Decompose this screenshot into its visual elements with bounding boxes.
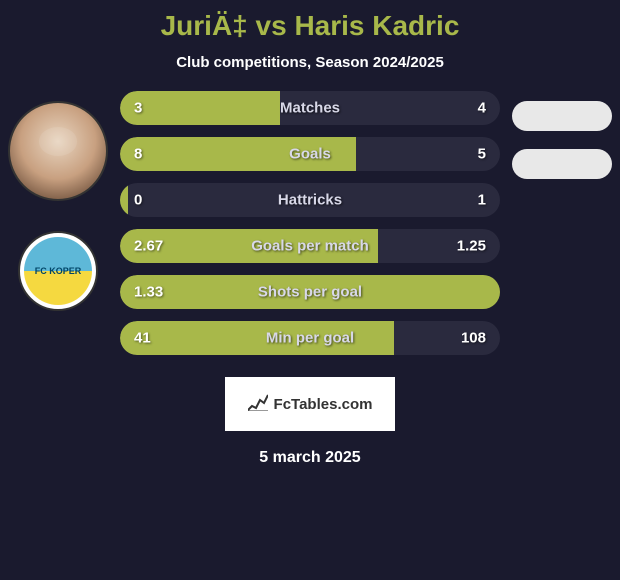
- stat-row: 3 Matches 4: [120, 91, 500, 125]
- stat-row: 41 Min per goal 108: [120, 321, 500, 355]
- stat-value-left: 2.67: [134, 238, 163, 255]
- stat-bar-track: 0 Hattricks 1: [120, 183, 500, 217]
- stat-label: Goals per match: [251, 238, 369, 255]
- stat-value-left: 41: [134, 330, 151, 347]
- stat-value-left: 0: [134, 192, 142, 209]
- right-avatars-column: [512, 91, 612, 179]
- comparison-card: JuriÄ‡ vs Haris Kadric Club competitions…: [0, 0, 620, 477]
- stat-bar-track: 1.33 Shots per goal: [120, 275, 500, 309]
- club-badge-icon: FC KOPER: [24, 237, 92, 305]
- stat-value-left: 8: [134, 146, 142, 163]
- date-line: 5 march 2025: [8, 449, 612, 467]
- left-avatars-column: FC KOPER: [8, 91, 108, 311]
- stat-value-right: 5: [478, 146, 486, 163]
- stat-row: 0 Hattricks 1: [120, 183, 500, 217]
- chart-icon: [248, 393, 268, 415]
- page-title: JuriÄ‡ vs Haris Kadric: [8, 10, 612, 42]
- stat-value-left: 1.33: [134, 284, 163, 301]
- player-1-club-badge: FC KOPER: [18, 231, 98, 311]
- stat-value-right: 4: [478, 100, 486, 117]
- stat-bar-fill: [120, 183, 128, 217]
- stat-value-left: 3: [134, 100, 142, 117]
- stat-row: 8 Goals 5: [120, 137, 500, 171]
- stat-bar-track: 3 Matches 4: [120, 91, 500, 125]
- stat-label: Matches: [280, 100, 340, 117]
- player-2-avatar-placeholder: [512, 101, 612, 131]
- player-2-club-placeholder: [512, 149, 612, 179]
- watermark-text: FcTables.com: [274, 396, 373, 413]
- stat-label: Goals: [289, 146, 331, 163]
- stat-row: 2.67 Goals per match 1.25: [120, 229, 500, 263]
- stat-label: Hattricks: [278, 192, 342, 209]
- main-area: FC KOPER 3 Matches 4 8 Goals 5 0 Hattricks 1 2.67…: [8, 91, 612, 355]
- stat-row: 1.33 Shots per goal: [120, 275, 500, 309]
- stat-bar-track: 2.67 Goals per match 1.25: [120, 229, 500, 263]
- subtitle: Club competitions, Season 2024/2025: [8, 54, 612, 71]
- player-1-avatar: [8, 101, 108, 201]
- stat-bars-column: 3 Matches 4 8 Goals 5 0 Hattricks 1 2.67 Goals per…: [120, 91, 500, 355]
- stat-bar-fill: [120, 91, 280, 125]
- stat-label: Shots per goal: [258, 284, 362, 301]
- stat-value-right: 108: [461, 330, 486, 347]
- stat-value-right: 1: [478, 192, 486, 209]
- watermark[interactable]: FcTables.com: [225, 377, 395, 431]
- stat-bar-track: 41 Min per goal 108: [120, 321, 500, 355]
- stat-label: Min per goal: [266, 330, 354, 347]
- stat-value-right: 1.25: [457, 238, 486, 255]
- stat-bar-track: 8 Goals 5: [120, 137, 500, 171]
